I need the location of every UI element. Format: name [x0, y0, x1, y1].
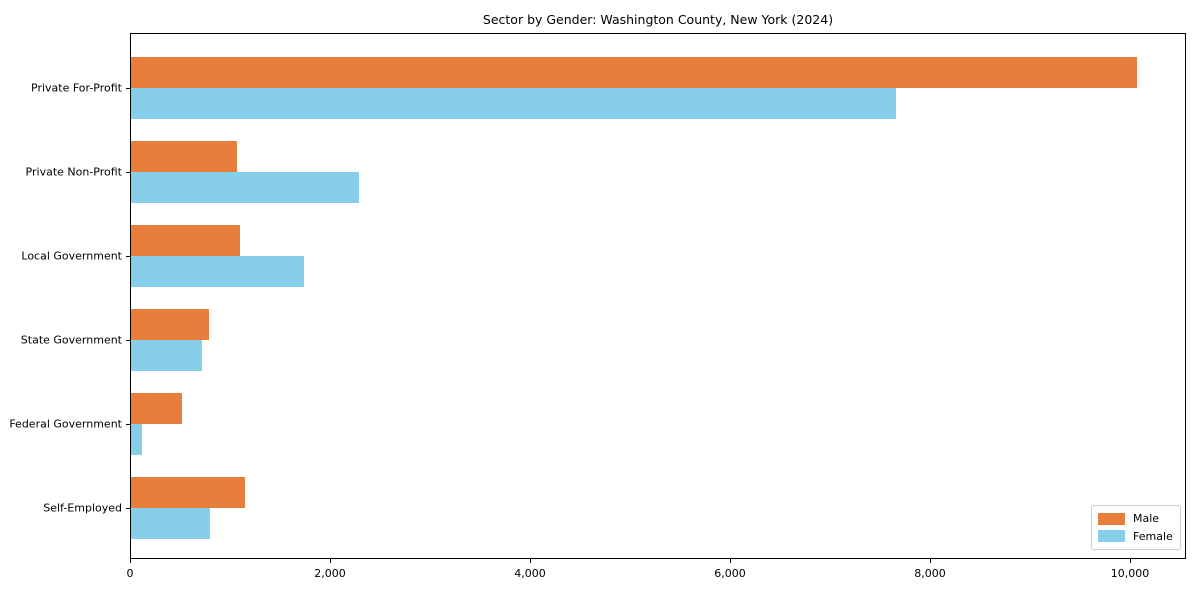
- legend-label-male: Male: [1133, 512, 1160, 526]
- bar-female-1: [131, 171, 359, 203]
- x-tick-mark: [730, 559, 731, 563]
- x-tick-label: 4,000: [514, 567, 546, 580]
- bar-male-0: [131, 56, 1137, 88]
- bar-female-5: [131, 507, 210, 539]
- legend-entry-male: Male: [1098, 512, 1174, 525]
- legend-label-female: Female: [1133, 529, 1173, 543]
- y-tick-label: Local Government: [21, 249, 122, 262]
- bar-male-4: [131, 392, 182, 424]
- legend-entry-female: Female: [1098, 530, 1174, 543]
- y-tick-mark: [126, 171, 130, 173]
- bar-female-0: [131, 87, 896, 119]
- y-tick-mark: [126, 87, 130, 89]
- bar-male-5: [131, 476, 245, 508]
- x-tick-label: 2,000: [314, 567, 346, 580]
- x-tick-label: 10,000: [1110, 567, 1150, 580]
- y-tick-label: Private Non-Profit: [25, 165, 122, 178]
- x-tick-label: 0: [126, 567, 134, 580]
- x-tick-mark: [1130, 559, 1131, 563]
- x-tick-label: 6,000: [714, 567, 746, 580]
- plot-area: [130, 33, 1186, 559]
- female-swatch: [1098, 530, 1125, 543]
- y-tick-mark: [126, 339, 130, 341]
- y-tick-label: Self-Employed: [43, 501, 122, 514]
- bar-female-3: [131, 339, 202, 371]
- chart-title: Sector by Gender: Washington County, New…: [482, 12, 834, 27]
- y-tick-label: State Government: [20, 333, 122, 346]
- x-tick-mark: [130, 559, 131, 563]
- y-tick-label: Federal Government: [9, 417, 122, 430]
- bar-male-3: [131, 308, 209, 340]
- y-tick-mark: [126, 423, 130, 425]
- x-tick-label: 8,000: [914, 567, 946, 580]
- y-tick-mark: [126, 507, 130, 509]
- legend: Male Female: [1091, 505, 1181, 550]
- x-tick-mark: [930, 559, 931, 563]
- male-swatch: [1098, 512, 1125, 525]
- bar-male-2: [131, 224, 240, 256]
- y-tick-mark: [126, 255, 130, 257]
- y-tick-label: Private For-Profit: [31, 81, 122, 94]
- bar-female-4: [131, 423, 142, 455]
- x-tick-mark: [530, 559, 531, 563]
- bar-male-1: [131, 140, 237, 172]
- x-tick-mark: [330, 559, 331, 563]
- bar-female-2: [131, 255, 304, 287]
